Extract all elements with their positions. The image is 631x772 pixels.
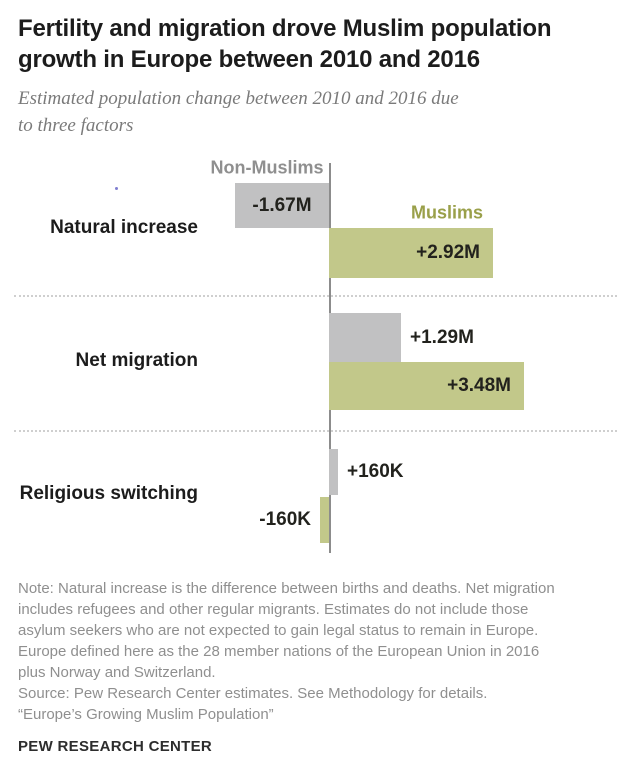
text-line: Fertility and migration drove Muslim pop… [18,15,552,42]
text-line: Note: Natural increase is the difference… [18,580,555,597]
stray-dot-artifact [115,187,118,190]
text-line: Source: Pew Research Center estimates. S… [18,685,488,702]
category-label-net-migration: Net migration [75,350,198,371]
category-separator [14,295,617,297]
text-line: Estimated population change between 2010… [18,88,459,109]
text-line: asylum seekers who are not expected to g… [18,622,539,639]
value-label-non-muslims-net-migration: +1.29M [410,326,474,348]
note-and-source-text: Note: Natural increase is the difference… [18,578,618,725]
bar-non-muslims-natural-increase [235,183,329,228]
text-line: Europe defined here as the 28 member nat… [18,643,540,660]
value-label-non-muslims-religious-switching: +160K [347,461,404,482]
chart-title: Fertility and migration drove Muslim pop… [18,13,618,75]
category-label-natural-increase: Natural increase [50,217,198,238]
text-line: includes refugees and other regular migr… [18,601,529,618]
series-label-non-muslims: Non-Muslims [210,157,324,178]
text-line: growth in Europe between 2010 and 2016 [18,46,480,73]
text-line: “Europe’s Growing Muslim Population” [18,706,274,723]
value-label-muslims-natural-increase: +2.92M [416,242,480,263]
series-label-muslims: Muslims [410,202,484,223]
category-separator [14,430,617,432]
bar-muslims-religious-switching [320,497,329,543]
value-label-muslims-net-migration: +3.48M [447,375,511,396]
pew-research-center-branding: PEW RESEARCH CENTER [18,738,213,755]
category-label-religious-switching: Religious switching [19,483,198,504]
text-line: to three factors [18,115,134,136]
text-line: plus Norway and Switzerland. [18,664,216,681]
value-label-non-muslims-natural-increase: -1.67M [252,194,312,216]
chart-subtitle: Estimated population change between 2010… [18,85,578,139]
bar-muslims-net-migration [329,362,524,410]
value-label-muslims-religious-switching: -160K [259,509,311,530]
bar-non-muslims-net-migration [329,313,401,362]
bar-non-muslims-religious-switching [329,449,338,495]
bar-muslims-natural-increase [329,228,493,278]
